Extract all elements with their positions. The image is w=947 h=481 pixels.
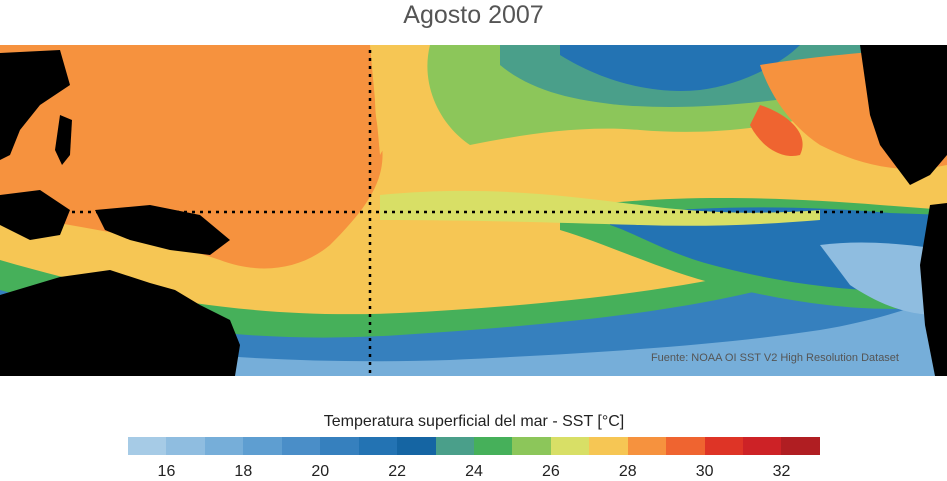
cold-tongue-lightblue xyxy=(820,242,947,316)
sst-map-svg xyxy=(0,45,947,376)
australia-landmass xyxy=(0,270,240,376)
philippines-landmass xyxy=(55,115,72,165)
colorbar-tick-label: 30 xyxy=(695,463,714,480)
central-america-landmass xyxy=(860,45,947,185)
colorbar-swatch xyxy=(512,437,551,455)
colorbar-swatch xyxy=(743,437,782,455)
colorbar-swatch xyxy=(281,437,321,455)
colorbar-tick-label: 16 xyxy=(157,463,176,480)
north-band-blue xyxy=(560,45,800,91)
colorbar-swatch xyxy=(473,437,513,455)
colorbar-ticks: 16 18 20 22 24 26 28 30 32 xyxy=(128,458,820,480)
colorbar-tick-label: 20 xyxy=(311,463,330,480)
colorbar-swatch xyxy=(320,437,359,455)
western-warm-pool xyxy=(0,45,383,269)
colorbar-tick-label: 22 xyxy=(388,463,407,480)
asia-landmass xyxy=(0,50,70,160)
colorbar-tick-label: 18 xyxy=(234,463,253,480)
map-title: Agosto 2007 xyxy=(403,1,544,29)
east-warm-red xyxy=(750,105,803,156)
colorbar-swatch xyxy=(627,437,667,455)
colorbar-label: Temperatura superficial del mar - SST [°… xyxy=(323,413,625,430)
colorbar-swatch xyxy=(435,437,474,455)
colorbar-tick-label: 26 xyxy=(541,463,560,480)
colorbar-swatch xyxy=(397,437,436,455)
sst-band-lightblue-south xyxy=(0,295,947,376)
south-america-landmass xyxy=(920,203,947,376)
sst-band-yellow-eq xyxy=(380,190,820,226)
colorbar-swatch xyxy=(550,437,590,455)
new-guinea-landmass xyxy=(95,205,230,255)
colorbar-swatch xyxy=(666,437,705,455)
data-source-note: Fuente: NOAA OI SST V2 High Resolution D… xyxy=(650,352,899,364)
colorbar-swatch xyxy=(589,437,628,455)
colorbar-swatch xyxy=(358,437,398,455)
colorbar xyxy=(128,437,820,455)
colorbar-swatch xyxy=(704,437,743,455)
colorbar-tick-label: 28 xyxy=(618,463,637,480)
colorbar-swatch xyxy=(243,437,282,455)
colorbar-swatch xyxy=(166,437,205,455)
borneo-landmass xyxy=(0,190,70,240)
colorbar-swatch xyxy=(128,437,167,455)
colorbar-swatch xyxy=(204,437,244,455)
colorbar-swatch xyxy=(781,437,820,455)
sst-map xyxy=(0,45,947,376)
colorbar-tick-label: 24 xyxy=(465,463,483,480)
colorbar-tick-label: 32 xyxy=(772,463,791,480)
